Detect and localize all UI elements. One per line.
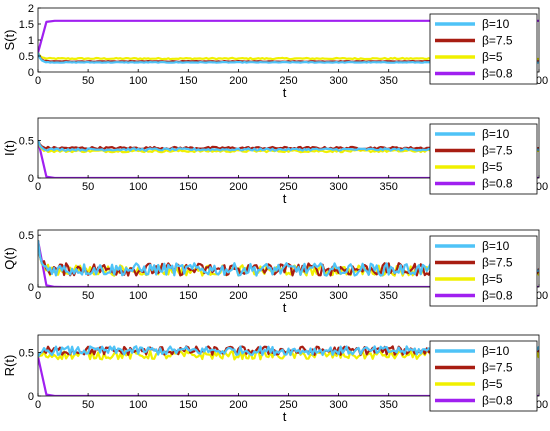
x-tick-label: 250	[279, 181, 297, 193]
y-axis-label: R(t)	[2, 355, 17, 377]
x-tick-label: 50	[82, 75, 94, 87]
legend-label: β=10	[482, 17, 510, 31]
x-tick-label: 150	[179, 290, 197, 302]
legend-label: β=7.5	[482, 144, 513, 158]
x-tick-label: 300	[329, 290, 347, 302]
legend: β=10 β=7.5 β=5 β=0.8	[429, 340, 538, 412]
y-tick-label: 0.5	[19, 230, 34, 242]
x-tick-label: 100	[129, 399, 147, 411]
y-tick-label: 1.5	[19, 19, 34, 31]
x-tick-label: 350	[380, 399, 398, 411]
legend-label: β=10	[482, 239, 510, 253]
legend: β=10 β=7.5 β=5 β=0.8	[429, 235, 538, 307]
y-tick-label: 0.5	[19, 51, 34, 63]
y-tick-label: 1	[28, 35, 34, 47]
legend-label: β=0.8	[482, 67, 513, 81]
legend-label: β=10	[482, 344, 510, 358]
x-tick-label: 100	[129, 290, 147, 302]
y-tick-label: 0	[28, 67, 34, 79]
x-tick-label: 0	[35, 290, 41, 302]
y-tick-label: 2	[28, 3, 34, 15]
x-tick-label: 100	[129, 181, 147, 193]
x-tick-label: 50	[82, 290, 94, 302]
x-tick-label: 150	[179, 181, 197, 193]
legend-label: β=5	[482, 50, 503, 64]
panel-3: 05010015020025030035040045050000.5tQ(t)β…	[2, 229, 548, 315]
legend-label: β=10	[482, 127, 510, 141]
legend: β=10 β=7.5 β=5 β=0.8	[429, 123, 538, 195]
x-tick-label: 300	[329, 75, 347, 87]
legend-label: β=5	[482, 272, 503, 286]
y-tick-label: 0.5	[19, 347, 34, 359]
legend-label: β=5	[482, 377, 503, 391]
x-tick-label: 200	[229, 75, 247, 87]
y-tick-label: 0	[28, 173, 34, 185]
legend-label: β=5	[482, 160, 503, 174]
x-tick-label: 250	[279, 399, 297, 411]
x-tick-label: 200	[229, 399, 247, 411]
legend-label: β=7.5	[482, 256, 513, 270]
legend-label: β=0.8	[482, 289, 513, 303]
panel-2: 05010015020025030035040045050000.5tI(t)β…	[2, 117, 548, 206]
y-axis-label: Q(t)	[2, 247, 17, 269]
panel-1: 05010015020025030035040045050000.511.52t…	[2, 3, 548, 100]
x-axis-label: t	[283, 191, 287, 206]
x-axis-label: t	[283, 300, 287, 315]
x-tick-label: 200	[229, 181, 247, 193]
y-tick-label: 0	[28, 282, 34, 294]
legend: β=10 β=7.5 β=5 β=0.8	[429, 13, 538, 85]
x-tick-label: 200	[229, 290, 247, 302]
x-tick-label: 250	[279, 75, 297, 87]
x-tick-label: 350	[380, 290, 398, 302]
x-tick-label: 0	[35, 399, 41, 411]
x-tick-label: 150	[179, 399, 197, 411]
x-tick-label: 0	[35, 75, 41, 87]
x-tick-label: 350	[380, 181, 398, 193]
y-axis-label: S(t)	[2, 30, 17, 51]
x-axis-label: t	[283, 85, 287, 100]
x-tick-label: 300	[329, 399, 347, 411]
y-tick-label: 0.5	[19, 136, 34, 148]
x-tick-label: 50	[82, 399, 94, 411]
x-tick-label: 350	[380, 75, 398, 87]
legend-label: β=7.5	[482, 361, 513, 375]
x-tick-label: 100	[129, 75, 147, 87]
x-tick-label: 300	[329, 181, 347, 193]
legend-label: β=0.8	[482, 394, 513, 408]
x-tick-label: 50	[82, 181, 94, 193]
y-axis-label: I(t)	[2, 140, 17, 156]
x-tick-label: 150	[179, 75, 197, 87]
x-tick-label: 250	[279, 290, 297, 302]
panel-4: 05010015020025030035040045050000.5tR(t)β…	[2, 334, 548, 424]
legend-label: β=7.5	[482, 34, 513, 48]
legend-label: β=0.8	[482, 177, 513, 191]
y-tick-label: 0	[28, 391, 34, 403]
x-tick-label: 0	[35, 181, 41, 193]
x-axis-label: t	[283, 409, 287, 424]
